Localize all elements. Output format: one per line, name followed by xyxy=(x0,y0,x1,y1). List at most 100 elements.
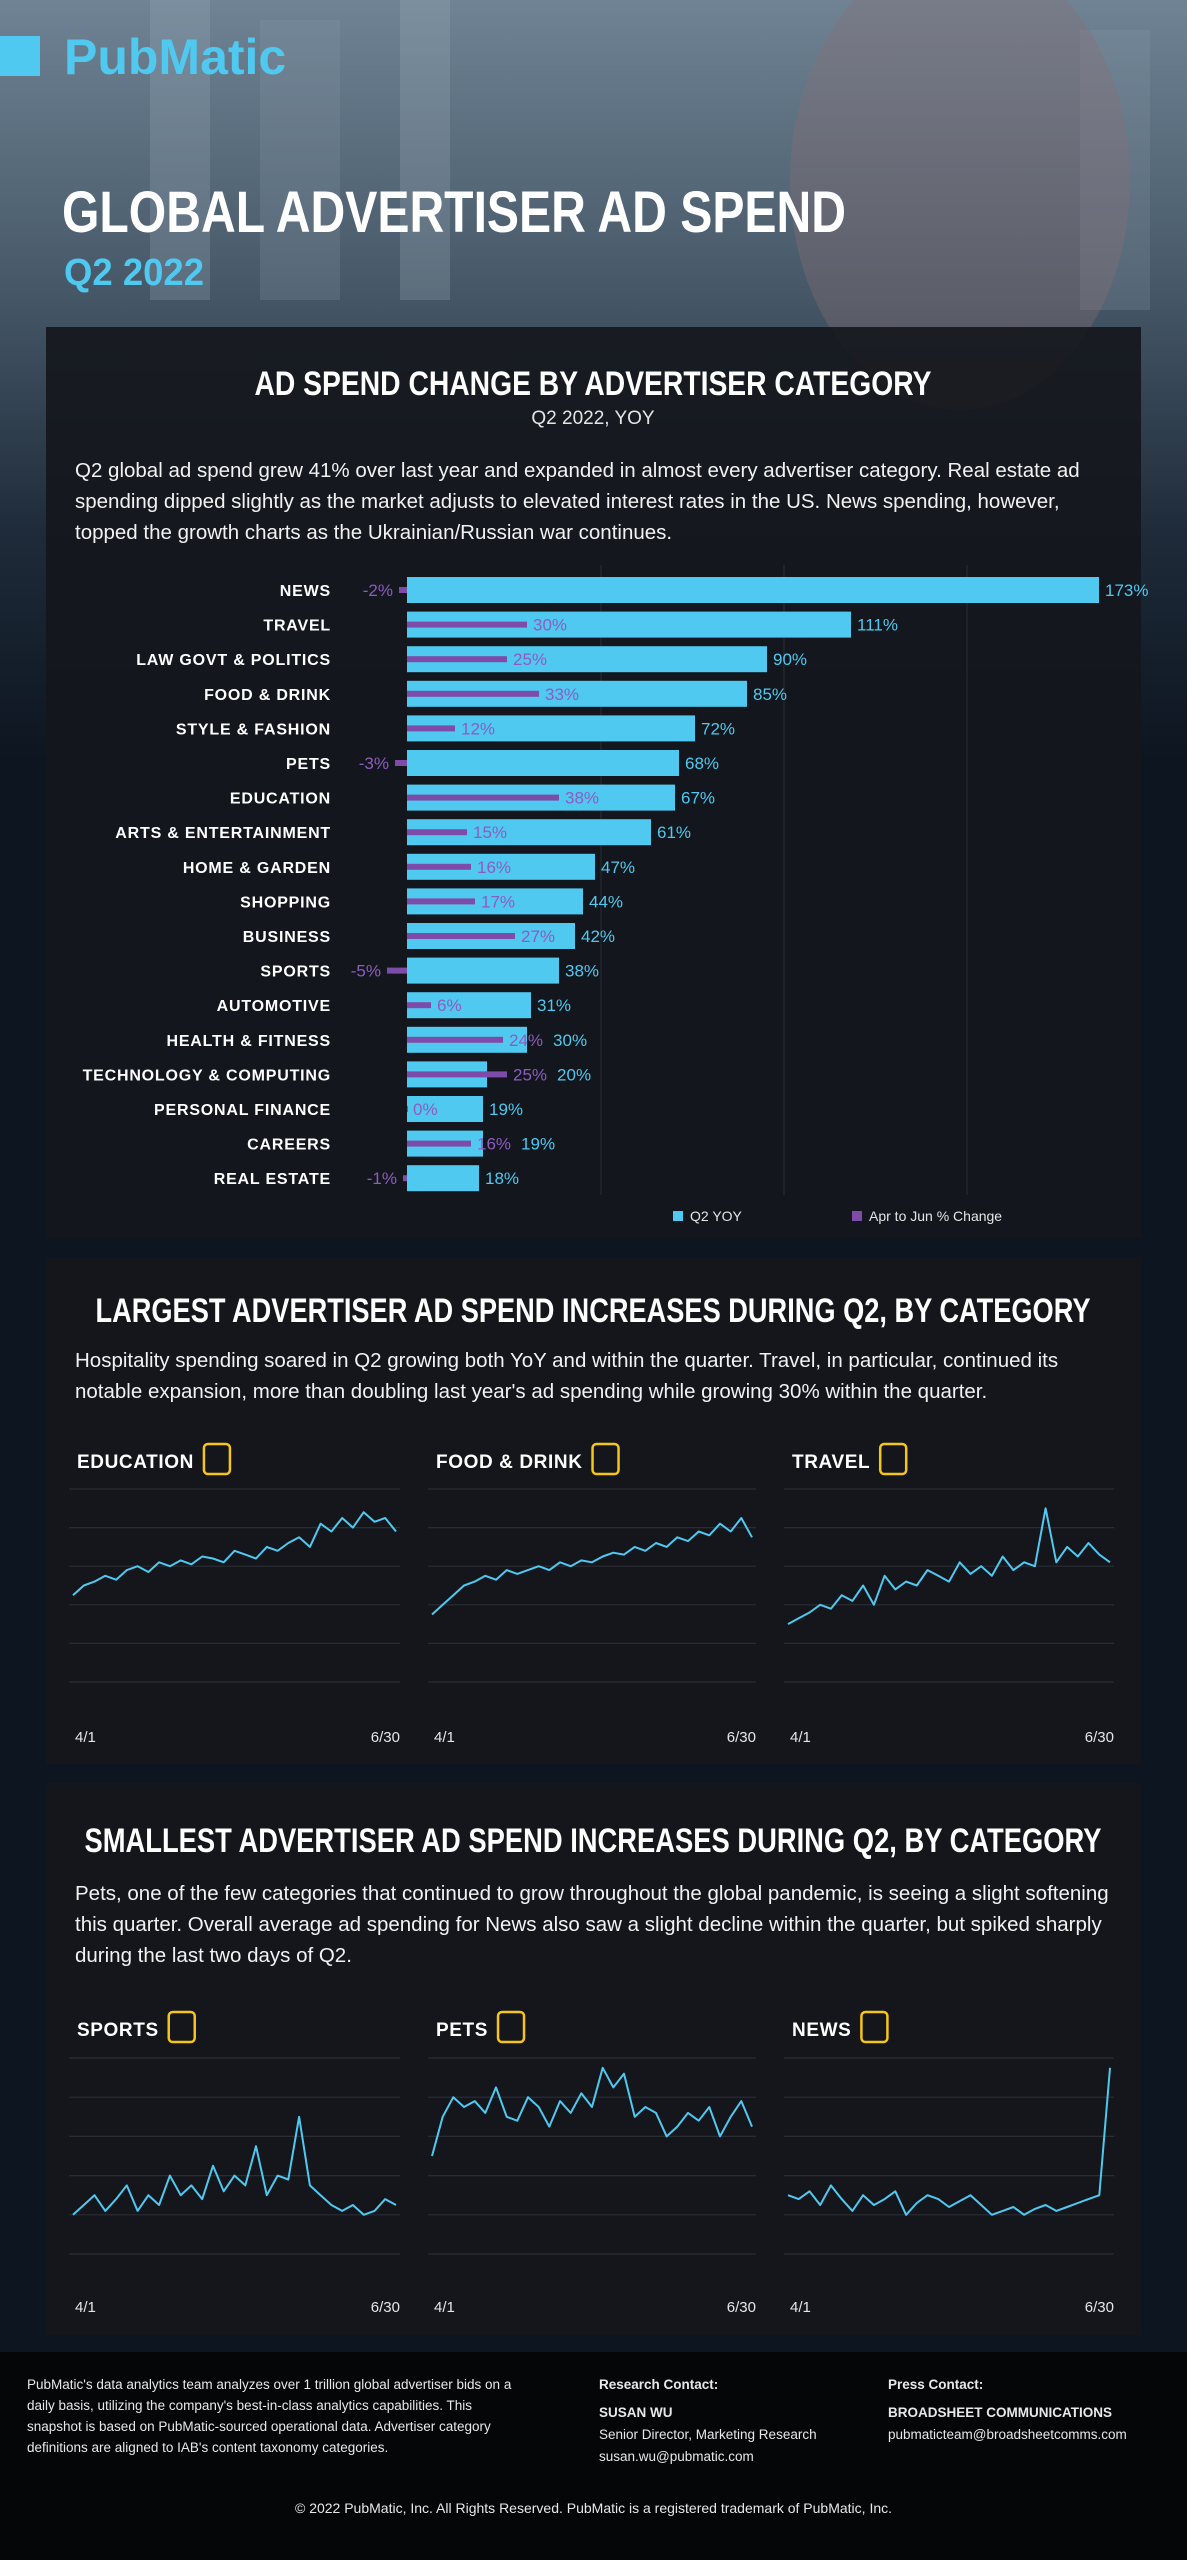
value-label: 61% xyxy=(657,823,691,842)
change-label: -3% xyxy=(359,754,389,773)
footer-about: PubMatic's data analytics team analyzes … xyxy=(27,2377,512,2455)
category-label: SHOPPING xyxy=(240,894,331,911)
change-bar xyxy=(407,1036,503,1043)
change-bar xyxy=(407,863,471,870)
logo: PubMatic xyxy=(64,29,286,85)
change-bar xyxy=(407,898,475,905)
line xyxy=(431,2066,753,2157)
x-tick-label: 6/30 xyxy=(727,1729,756,1746)
change-bar xyxy=(395,760,407,766)
chart-subtitle: Q2 2022, YOY xyxy=(531,408,655,429)
section-text: Hospitality spending soared in Q2 growin… xyxy=(75,1349,1059,1403)
category-label: TECHNOLOGY & COMPUTING xyxy=(83,1067,331,1084)
category-label: PERSONAL FINANCE xyxy=(154,1102,331,1119)
change-bar xyxy=(407,1071,507,1078)
category-label: BUSINESS xyxy=(243,929,331,946)
value-label: 67% xyxy=(681,789,715,808)
value-label: 90% xyxy=(773,650,807,669)
change-bar xyxy=(407,1106,408,1112)
category-label: CAREERS xyxy=(247,1137,331,1154)
x-tick-label: 6/30 xyxy=(727,2299,756,2316)
change-bar xyxy=(407,690,539,697)
contact-role: Senior Director, Marketing Research xyxy=(599,2427,817,2442)
value-label: 19% xyxy=(489,1100,523,1119)
contact-email: susan.wu@pubmatic.com xyxy=(599,2449,754,2464)
category-label: NEWS xyxy=(280,583,331,600)
change-bar xyxy=(407,621,527,628)
section-title: LARGEST ADVERTISER AD SPEND INCREASES DU… xyxy=(96,1292,1091,1330)
page-title: GLOBAL ADVERTISER AD SPEND xyxy=(62,180,846,245)
icon xyxy=(878,1442,908,1476)
category-label: SPORTS xyxy=(260,964,331,981)
change-label: 17% xyxy=(481,892,515,911)
value-label: 18% xyxy=(485,1169,519,1188)
chart-note: Q2 global ad spend grew 41% over last ye… xyxy=(75,459,1080,544)
contact-email: pubmaticteam@broadsheetcomms.com xyxy=(888,2427,1127,2442)
change-bar xyxy=(407,725,455,732)
bar xyxy=(407,1096,483,1122)
category-label: REAL ESTATE xyxy=(214,1171,331,1188)
chart-title: EDUCATION xyxy=(77,1452,194,1473)
change-bar xyxy=(387,967,407,974)
change-label: 16% xyxy=(477,1135,511,1154)
bar xyxy=(407,750,679,776)
line xyxy=(431,1517,753,1616)
change-label: 25% xyxy=(513,1065,547,1084)
chart-title: NEWS xyxy=(792,2020,851,2041)
change-label: 15% xyxy=(473,823,507,842)
line xyxy=(787,2067,1111,2216)
legend-swatch xyxy=(673,1211,683,1221)
value-label: 72% xyxy=(701,719,735,738)
footer-band xyxy=(0,2352,1187,2560)
change-label: 16% xyxy=(477,858,511,877)
category-label: HEALTH & FITNESS xyxy=(166,1033,331,1050)
change-label: -5% xyxy=(351,962,381,981)
x-tick-label: 4/1 xyxy=(434,2299,455,2316)
x-tick-label: 4/1 xyxy=(75,1729,96,1746)
x-tick-label: 6/30 xyxy=(1085,2299,1114,2316)
category-label: HOME & GARDEN xyxy=(183,860,331,877)
change-label: 38% xyxy=(565,789,599,808)
skyline xyxy=(150,0,1150,310)
contact-name: BROADSHEET COMMUNICATIONS xyxy=(888,2405,1112,2420)
bar xyxy=(407,1165,479,1192)
category-label: FOOD & DRINK xyxy=(204,687,331,704)
value-label: 85% xyxy=(753,685,787,704)
bar xyxy=(407,957,559,984)
change-label: 12% xyxy=(461,719,495,738)
value-label: 20% xyxy=(557,1065,591,1084)
logo-mark xyxy=(0,36,40,76)
contact-heading: Press Contact: xyxy=(888,2377,984,2392)
change-bar xyxy=(407,829,467,836)
category-label: PETS xyxy=(286,756,331,773)
change-bar xyxy=(407,1002,431,1009)
value-label: 30% xyxy=(553,1031,587,1050)
value-label: 38% xyxy=(565,962,599,981)
change-bar xyxy=(407,1140,471,1147)
value-label: 47% xyxy=(601,858,635,877)
line xyxy=(787,1507,1111,1625)
change-bar xyxy=(403,1175,407,1182)
x-tick-label: 6/30 xyxy=(371,1729,400,1746)
legend-label: Q2 YOY xyxy=(690,1208,743,1224)
change-label: -1% xyxy=(367,1169,397,1188)
bar xyxy=(407,577,1099,603)
chart-title: SPORTS xyxy=(77,2020,159,2041)
value-label: 42% xyxy=(581,927,615,946)
category-label: LAW GOVT & POLITICS xyxy=(136,652,331,669)
value-label: 44% xyxy=(589,892,623,911)
icon xyxy=(167,2010,196,2044)
section-text: Pets, one of the few categories that con… xyxy=(75,1882,1109,1967)
change-label: 0% xyxy=(413,1100,438,1119)
icon xyxy=(496,2010,526,2044)
value-label: 111% xyxy=(857,616,898,635)
change-bar xyxy=(407,794,559,801)
icon xyxy=(202,1442,232,1476)
chart-title: FOOD & DRINK xyxy=(436,1452,583,1473)
value-label: 31% xyxy=(537,996,571,1015)
legend-label: Apr to Jun % Change xyxy=(869,1208,1002,1224)
change-label: 27% xyxy=(521,927,555,946)
section-title: SMALLEST ADVERTISER AD SPEND INCREASES D… xyxy=(85,1822,1102,1860)
